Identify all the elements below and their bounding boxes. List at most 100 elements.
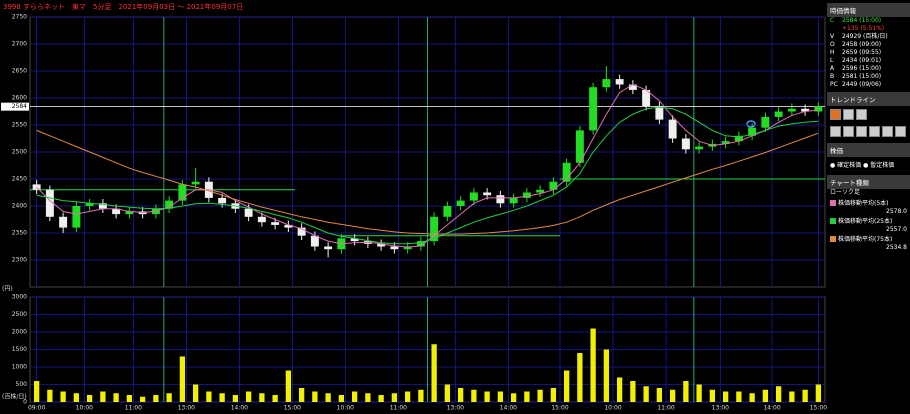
volume-bar	[590, 328, 596, 402]
quote-label: A	[830, 65, 835, 72]
x-tick-label: 14:00	[500, 405, 517, 412]
quote-list: C 2584 (15:00) +135 (5.51%) V 24929 (百株/日) O 2…	[827, 17, 910, 89]
tool-button[interactable]	[869, 126, 880, 137]
volume-bar	[404, 391, 411, 402]
volume-bar	[113, 393, 119, 402]
panel-header[interactable]: トレンドライン	[827, 92, 910, 106]
volume-bar	[669, 389, 676, 402]
quote-text: 2596 (15:00)	[842, 65, 882, 72]
y-tick-label: 2000	[12, 329, 27, 336]
y-tick-label: 2600	[12, 95, 27, 102]
candle-body	[244, 208, 253, 217]
chart-kind: ローソク足	[830, 189, 861, 196]
volume-bar	[391, 393, 398, 402]
candle-body	[562, 162, 571, 182]
legend-value: 2578.0	[886, 208, 907, 215]
volume-bar	[524, 391, 530, 402]
volume-bar	[563, 370, 570, 402]
candle-body	[178, 184, 187, 201]
candle-body	[112, 208, 121, 215]
moving-average	[36, 106, 819, 245]
volume-bar	[815, 384, 822, 402]
candle-body	[416, 241, 425, 247]
quote-text: 2458 (09:00)	[842, 41, 882, 48]
x-tick-label: 10:00	[337, 405, 354, 412]
quote-row: A 2596 (15:00)	[827, 65, 910, 73]
volume-bar	[497, 391, 504, 402]
volume-bar	[603, 349, 610, 402]
volume-bar	[351, 391, 358, 402]
x-tick-label: 14:00	[763, 405, 780, 412]
tool-button[interactable]	[895, 126, 906, 137]
panel-header: 株価	[827, 143, 910, 157]
candle-body	[668, 119, 677, 139]
quote-row: O 2458 (09:00)	[827, 41, 910, 49]
quote-row: C 2584 (15:00)	[827, 17, 910, 25]
tool-button[interactable]	[830, 109, 841, 120]
last-price-box	[1, 102, 29, 111]
candle-body	[284, 224, 293, 228]
candle-body	[98, 203, 107, 209]
legend-item: 株価移動平均(75本)	[827, 233, 910, 244]
tool-button[interactable]	[856, 109, 867, 120]
legend-label: 株価移動平均(5本)	[838, 200, 889, 207]
legend-value: 2557.0	[886, 226, 907, 233]
candle-body	[615, 79, 624, 85]
volume-bar	[616, 377, 623, 402]
legend-label: 株価移動平均(75本)	[838, 236, 893, 243]
legend-swatch	[830, 199, 836, 206]
legend-item: 株価移動平均(5本)	[827, 197, 910, 208]
y-tick-label: 2300	[12, 257, 27, 264]
volume-bar	[696, 384, 702, 402]
x-tick-label: 13:00	[178, 405, 195, 412]
candle-body	[748, 127, 757, 136]
marker	[746, 120, 756, 128]
volume-bar	[762, 389, 769, 402]
tool-button[interactable]	[843, 109, 854, 120]
x-tick-label: 11:00	[125, 405, 142, 412]
volume-bar	[86, 395, 93, 402]
x-tick-label: 10:00	[604, 405, 621, 412]
volume-unit: (百株/日)	[2, 393, 27, 401]
volume-bar	[166, 393, 172, 402]
volume-bar	[298, 388, 305, 402]
quote-row: L 2434 (09:01)	[827, 57, 910, 65]
candle-body	[801, 108, 810, 112]
y-tick-label: 2500	[12, 149, 27, 156]
candle-body	[483, 192, 492, 196]
candle-body	[721, 141, 730, 144]
radio-option[interactable]: 暫定株価	[870, 162, 895, 169]
volume-bar	[60, 391, 66, 402]
legend: 株価移動平均(5本) 2578.0 株価移動平均(25本) 2557.0 株価移動平均(…	[827, 197, 910, 251]
quote-text: 2434 (09:01)	[842, 57, 882, 64]
quote-row: B 2581 (15:00)	[827, 73, 910, 81]
tool-button[interactable]	[843, 126, 854, 137]
tool-button[interactable]	[830, 126, 841, 137]
tool-button[interactable]	[882, 126, 893, 137]
candle-body	[271, 222, 280, 225]
candle-body	[456, 200, 465, 206]
volume-bar	[537, 389, 543, 402]
candle-body	[350, 238, 359, 242]
volume-bar	[775, 386, 782, 402]
volume-bar	[630, 381, 636, 402]
moving-average	[36, 129, 819, 235]
volume-bar	[736, 391, 742, 402]
candle-body	[59, 216, 68, 228]
quote-row: V 24929 (百株/日)	[827, 33, 910, 41]
x-tick-label: 10:00	[76, 405, 93, 412]
candle-body	[628, 84, 637, 90]
radio-option[interactable]: 確定株価	[837, 162, 862, 169]
quote-label: B	[830, 73, 835, 80]
candle-body	[602, 79, 611, 88]
candle-body	[575, 130, 584, 163]
quote-text: +135 (5.51%)	[842, 25, 885, 32]
volume-bar	[431, 344, 437, 402]
x-tick-label: 13:00	[447, 405, 464, 412]
volume-bar	[709, 389, 716, 402]
volume-bar	[683, 381, 689, 402]
x-tick-label: 15:00	[810, 405, 827, 412]
candle-body	[469, 192, 478, 201]
tool-button[interactable]	[856, 126, 867, 137]
